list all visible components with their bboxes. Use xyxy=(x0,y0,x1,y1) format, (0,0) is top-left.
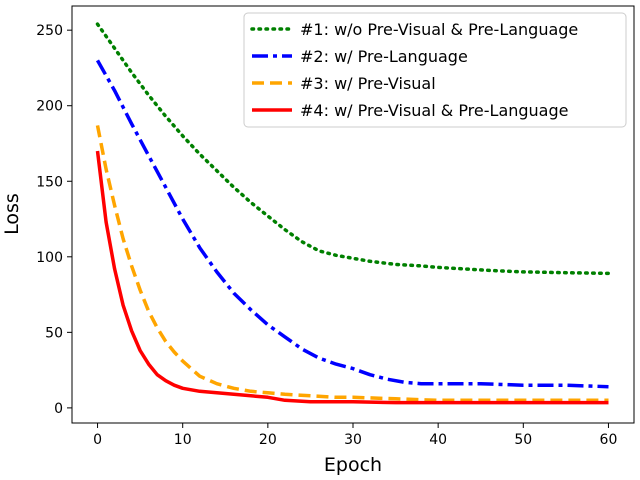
y-tick-label: 0 xyxy=(54,401,63,417)
x-tick-label: 60 xyxy=(600,432,618,448)
legend-label-4: #4: w/ Pre-Visual & Pre-Language xyxy=(300,101,568,120)
series-layer xyxy=(95,22,611,405)
x-tick-label: 30 xyxy=(344,432,362,448)
legend-label-3: #3: w/ Pre-Visual xyxy=(300,74,436,93)
legend-label-1: #1: w/o Pre-Visual & Pre-Language xyxy=(300,20,578,39)
x-tick-label: 50 xyxy=(514,432,532,448)
series-line-1 xyxy=(95,22,611,276)
y-tick-label: 200 xyxy=(36,99,63,115)
legend-entries: #1: w/o Pre-Visual & Pre-Language #2: w/ … xyxy=(250,20,578,120)
x-tick-label: 0 xyxy=(93,432,102,448)
x-tick-label: 20 xyxy=(259,432,277,448)
y-axis-label: Loss xyxy=(1,193,23,235)
series-line-2 xyxy=(95,59,609,389)
legend-box xyxy=(243,12,627,128)
series-line-3 xyxy=(95,125,609,403)
x-axis-label: Epoch xyxy=(324,454,382,476)
legend-label-2: #2: w/ Pre-Language xyxy=(300,47,468,66)
x-axis: 0 10 20 30 40 50 60 xyxy=(93,423,617,448)
y-axis: 0 50 100 150 200 250 xyxy=(36,23,72,417)
y-tick-label: 100 xyxy=(36,250,63,266)
legend: #1: w/o Pre-Visual & Pre-Language #2: w/ … xyxy=(243,12,627,128)
y-tick-label: 50 xyxy=(45,325,63,341)
series-line-4 xyxy=(95,150,609,405)
y-tick-label: 250 xyxy=(36,23,63,39)
y-tick-label: 150 xyxy=(36,174,63,190)
x-tick-label: 40 xyxy=(429,432,447,448)
x-tick-label: 10 xyxy=(174,432,192,448)
